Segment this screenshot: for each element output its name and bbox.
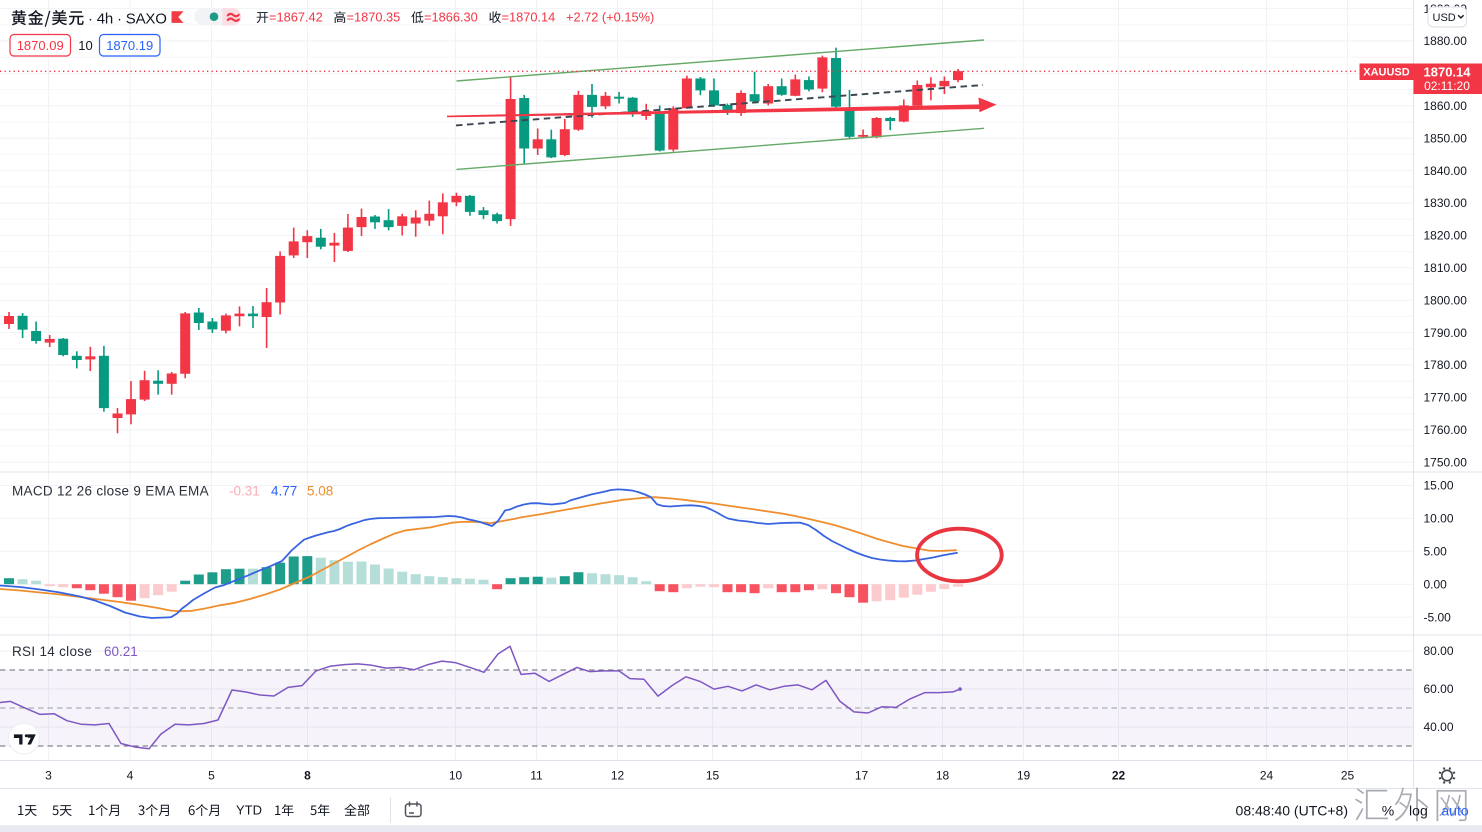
svg-text:auto: auto bbox=[1441, 803, 1468, 819]
svg-text:YTD: YTD bbox=[236, 803, 262, 818]
svg-text:1750.00: 1750.00 bbox=[1424, 455, 1468, 469]
svg-text:4.77: 4.77 bbox=[271, 484, 297, 499]
svg-text:1830.00: 1830.00 bbox=[1424, 196, 1468, 210]
svg-text:08:48:40 (UTC+8): 08:48:40 (UTC+8) bbox=[1236, 803, 1348, 819]
svg-text:1850.00: 1850.00 bbox=[1424, 131, 1468, 145]
svg-text:XAUUSD: XAUUSD bbox=[1363, 67, 1410, 79]
svg-text:1810.00: 1810.00 bbox=[1424, 261, 1468, 275]
svg-text:5.08: 5.08 bbox=[307, 484, 333, 499]
svg-text:3: 3 bbox=[45, 769, 52, 783]
svg-text:+2.72 (+0.15%): +2.72 (+0.15%) bbox=[566, 10, 654, 25]
svg-text:1760.00: 1760.00 bbox=[1424, 423, 1468, 437]
svg-text:-0.31: -0.31 bbox=[229, 484, 260, 499]
svg-text:24: 24 bbox=[1260, 769, 1274, 783]
svg-text:-5.00: -5.00 bbox=[1424, 610, 1452, 624]
svg-text:5: 5 bbox=[208, 769, 215, 783]
svg-text:0.00: 0.00 bbox=[1424, 577, 1448, 591]
svg-text:25: 25 bbox=[1341, 769, 1355, 783]
svg-text:5.00: 5.00 bbox=[1424, 545, 1448, 559]
svg-text:4: 4 bbox=[127, 769, 134, 783]
svg-text:19: 19 bbox=[1017, 769, 1031, 783]
svg-text:60.00: 60.00 bbox=[1424, 682, 1454, 696]
svg-text:10: 10 bbox=[78, 38, 92, 53]
svg-text:%: % bbox=[1382, 803, 1394, 819]
svg-text:40.00: 40.00 bbox=[1424, 720, 1454, 734]
svg-text:22: 22 bbox=[1112, 769, 1126, 783]
svg-text:1880.00: 1880.00 bbox=[1424, 34, 1468, 48]
svg-text:1870.14: 1870.14 bbox=[1424, 65, 1472, 80]
svg-text:8: 8 bbox=[304, 769, 311, 783]
svg-text:17: 17 bbox=[855, 769, 869, 783]
svg-text:MACD 12 26 close 9 EMA EMA: MACD 12 26 close 9 EMA EMA bbox=[12, 484, 209, 499]
svg-text:1860.00: 1860.00 bbox=[1424, 99, 1468, 113]
svg-text:· 4h · SAXO: · 4h · SAXO bbox=[88, 10, 167, 27]
svg-text:1840.00: 1840.00 bbox=[1424, 164, 1468, 178]
svg-text:=1870.14: =1870.14 bbox=[502, 10, 556, 25]
svg-text:1780.00: 1780.00 bbox=[1424, 358, 1468, 372]
svg-text:1870.19: 1870.19 bbox=[106, 38, 153, 53]
svg-text:10: 10 bbox=[449, 769, 463, 783]
svg-text:18: 18 bbox=[936, 769, 950, 783]
svg-text:80.00: 80.00 bbox=[1424, 644, 1454, 658]
svg-text:=1870.35: =1870.35 bbox=[347, 10, 401, 25]
svg-text:12: 12 bbox=[611, 769, 625, 783]
svg-text:1870.09: 1870.09 bbox=[17, 38, 64, 53]
svg-text:1770.00: 1770.00 bbox=[1424, 391, 1468, 405]
svg-text:02:11:20: 02:11:20 bbox=[1424, 79, 1470, 93]
svg-text:1820.00: 1820.00 bbox=[1424, 229, 1468, 243]
svg-text:15: 15 bbox=[706, 769, 720, 783]
svg-text:15.00: 15.00 bbox=[1424, 479, 1454, 493]
svg-text:log: log bbox=[1409, 803, 1428, 819]
svg-text:1800.00: 1800.00 bbox=[1424, 293, 1468, 307]
svg-text:RSI 14 close: RSI 14 close bbox=[12, 644, 92, 659]
svg-text:1790.00: 1790.00 bbox=[1424, 326, 1468, 340]
svg-text:=1867.42: =1867.42 bbox=[269, 10, 323, 25]
svg-text:11: 11 bbox=[530, 769, 543, 783]
svg-text:=1866.30: =1866.30 bbox=[424, 10, 478, 25]
svg-text:60.21: 60.21 bbox=[104, 644, 138, 659]
svg-text:USD: USD bbox=[1433, 12, 1456, 24]
svg-text:10.00: 10.00 bbox=[1424, 512, 1454, 526]
